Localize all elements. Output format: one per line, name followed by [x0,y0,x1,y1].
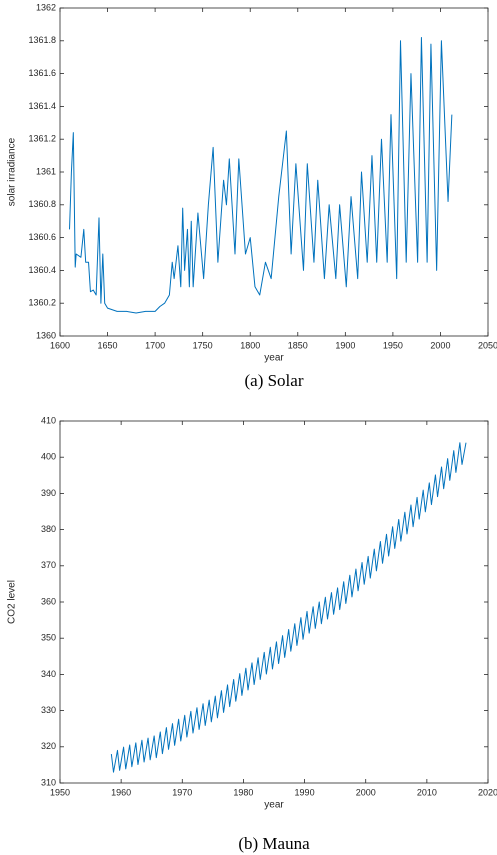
x-tick-label: 1700 [145,340,165,350]
y-tick-label: 380 [41,524,56,534]
y-tick-label: 1360.4 [28,265,56,275]
x-tick-label: 1900 [335,340,355,350]
x-tick-label: 1850 [288,340,308,350]
x-tick-label: 1950 [50,787,70,797]
x-tick-label: 1990 [295,787,315,797]
x-tick-label: 2000 [356,787,376,797]
y-tick-label: 1360.6 [28,232,56,242]
x-tick-label: 2000 [430,340,450,350]
y-tick-label: 1361.8 [28,35,56,45]
y-tick-label: 1361.6 [28,68,56,78]
x-tick-label: 1960 [111,787,131,797]
y-tick-label: 330 [41,705,56,715]
y-tick-label: 1361.2 [28,134,56,144]
y-tick-label: 320 [41,741,56,751]
x-tick-label: 1750 [193,340,213,350]
y-tick-label: 1361.4 [28,101,56,111]
x-axis-label: year [264,800,284,811]
y-tick-label: 360 [41,596,56,606]
x-tick-label: 1600 [50,340,70,350]
x-tick-label: 1650 [98,340,118,350]
y-tick-label: 1361 [36,166,56,176]
data-line [69,37,453,314]
y-tick-label: 310 [41,777,56,787]
y-tick-label: 340 [41,669,56,679]
caption: (a) Solar [244,371,303,390]
y-tick-label: 350 [41,633,56,643]
axes-box [59,7,489,337]
x-axis-label: year [264,353,284,364]
y-tick-label: 390 [41,488,56,498]
data-line [110,442,467,773]
x-tick-label: 2050 [478,340,497,350]
y-tick-label: 410 [41,415,56,425]
x-tick-label: 2010 [417,787,437,797]
x-tick-label: 1950 [383,340,403,350]
y-axis-label: solar irradiance [7,137,18,206]
x-tick-label: 1980 [233,787,253,797]
y-tick-label: 1362 [36,2,56,12]
y-tick-label: 1360.2 [28,298,56,308]
y-tick-label: 370 [41,560,56,570]
x-tick-label: 1970 [172,787,192,797]
y-tick-label: 1360.8 [28,199,56,209]
axes-box [59,420,489,784]
y-axis-label: CO2 level [7,580,18,624]
y-tick-label: 400 [41,452,56,462]
caption: (b) Mauna [238,834,310,853]
y-tick-label: 1360 [36,330,56,340]
x-tick-label: 1800 [240,340,260,350]
x-tick-label: 2020 [478,787,497,797]
